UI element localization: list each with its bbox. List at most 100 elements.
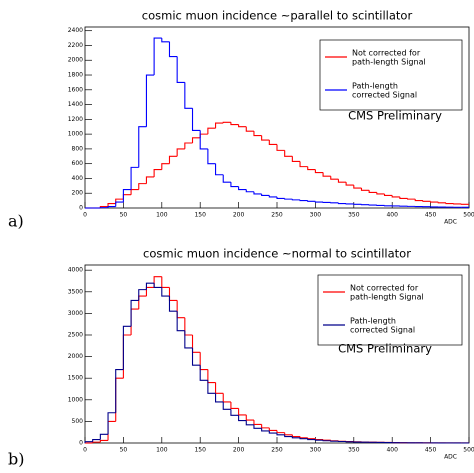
y-tick-label: 500 [72, 418, 84, 425]
histogram-bin [115, 369, 124, 413]
histogram-bin [92, 438, 101, 442]
histogram-bin [191, 137, 201, 143]
x-tick-label: 300 [310, 447, 322, 454]
y-tick-label: 1500 [68, 375, 83, 382]
y-tick-label: 2000 [68, 353, 83, 360]
histogram-bin [84, 441, 93, 443]
histogram-bin [107, 420, 116, 441]
histogram-bin [215, 122, 224, 129]
histogram-bin [284, 150, 293, 157]
histogram-bin [422, 200, 431, 202]
x-axis-label: ADC [444, 454, 457, 461]
histogram-bin [245, 420, 254, 426]
y-tick-label: 2200 [68, 42, 83, 49]
histogram-bin [230, 409, 239, 416]
histogram-bin [314, 201, 324, 203]
histogram-bin [337, 179, 347, 183]
x-axis-label: ADC [444, 219, 457, 226]
x-tick-label: 0 [83, 212, 87, 219]
histogram-bin [99, 433, 109, 440]
histogram-bin [207, 380, 216, 394]
histogram-bin [199, 130, 208, 150]
histogram-bin [176, 148, 185, 157]
histogram-bin [222, 174, 231, 183]
histogram-bin [383, 193, 393, 196]
histogram-bin [230, 182, 239, 188]
histogram-bin [368, 190, 377, 194]
histogram-bin [107, 412, 116, 435]
histogram-bin [161, 163, 170, 170]
y-tick-label: 1600 [68, 86, 83, 93]
histogram-bin [191, 347, 201, 366]
histogram-bin [276, 433, 285, 436]
histogram-bin [176, 311, 185, 332]
x-tick-label: 450 [425, 447, 437, 454]
histogram-bin [261, 428, 270, 432]
histogram-bin [245, 414, 254, 421]
histogram-bin [130, 188, 139, 195]
histogram-bin [299, 199, 308, 202]
histogram-bin [207, 369, 216, 384]
y-tick-label: 2000 [68, 57, 83, 64]
histogram-bin [122, 188, 132, 203]
histogram-bin [222, 121, 231, 124]
histogram-bin [207, 148, 216, 165]
y-tick-label: 1800 [68, 72, 83, 79]
histogram-bin [261, 193, 270, 196]
legend-label: Not corrected for path-length Signal [352, 48, 426, 66]
histogram-bin [207, 127, 216, 135]
x-tick-label: 50 [120, 212, 128, 219]
histogram-bin [138, 289, 147, 301]
histogram-bin [153, 37, 162, 76]
x-tick-label: 50 [120, 447, 128, 454]
histogram-bin [130, 299, 139, 327]
histogram-bin [314, 169, 324, 174]
y-tick-label: 600 [72, 160, 84, 167]
y-tick-label: 200 [72, 190, 84, 197]
y-tick-label: 1200 [68, 116, 83, 123]
x-tick-label: 350 [348, 212, 360, 219]
histogram-bin [199, 133, 208, 138]
histogram-bin [115, 201, 124, 207]
histogram-bin [191, 334, 201, 353]
histogram-bin [161, 287, 170, 297]
x-tick-label: 500 [463, 447, 474, 454]
histogram-bin [360, 188, 370, 191]
histogram-bin [291, 199, 301, 201]
annotation: CMS Preliminary [338, 342, 432, 356]
histogram-bin [307, 437, 316, 440]
histogram-bin [276, 144, 285, 151]
histogram-bin [353, 185, 362, 189]
histogram-bin [184, 317, 193, 336]
histogram-bin [291, 436, 301, 439]
histogram-bin [299, 161, 308, 168]
histogram-bin [145, 282, 155, 290]
histogram-bin [284, 198, 293, 200]
legend-label: Not corrected for path-length Signal [350, 283, 424, 301]
histogram-bin [253, 420, 262, 425]
histogram-bin [376, 192, 385, 195]
histogram-bin [176, 300, 185, 319]
histogram-bin [414, 199, 423, 202]
y-tick-label: 400 [72, 175, 84, 182]
histogram-bin [284, 432, 293, 436]
y-tick-label: 1000 [68, 396, 83, 403]
panel-label: b) [8, 450, 24, 469]
histogram-bin [184, 82, 193, 109]
y-tick-label: 1000 [68, 131, 83, 138]
histogram-bin [337, 202, 347, 205]
histogram-bin [253, 424, 262, 429]
histogram-bin [407, 198, 416, 200]
histogram-bin [176, 56, 185, 83]
y-tick-label: 2500 [68, 331, 83, 338]
histogram-bin [399, 196, 408, 199]
histogram-bin [238, 124, 247, 128]
histogram-bin [122, 194, 132, 200]
histogram-bin [122, 334, 132, 379]
histogram-bin [115, 198, 124, 204]
x-tick-label: 250 [271, 447, 283, 454]
chart-title: cosmic muon incidence ~normal to scintil… [143, 247, 411, 261]
histogram-bin [322, 439, 331, 441]
histogram-bin [284, 434, 293, 438]
histogram-bin [161, 276, 170, 289]
